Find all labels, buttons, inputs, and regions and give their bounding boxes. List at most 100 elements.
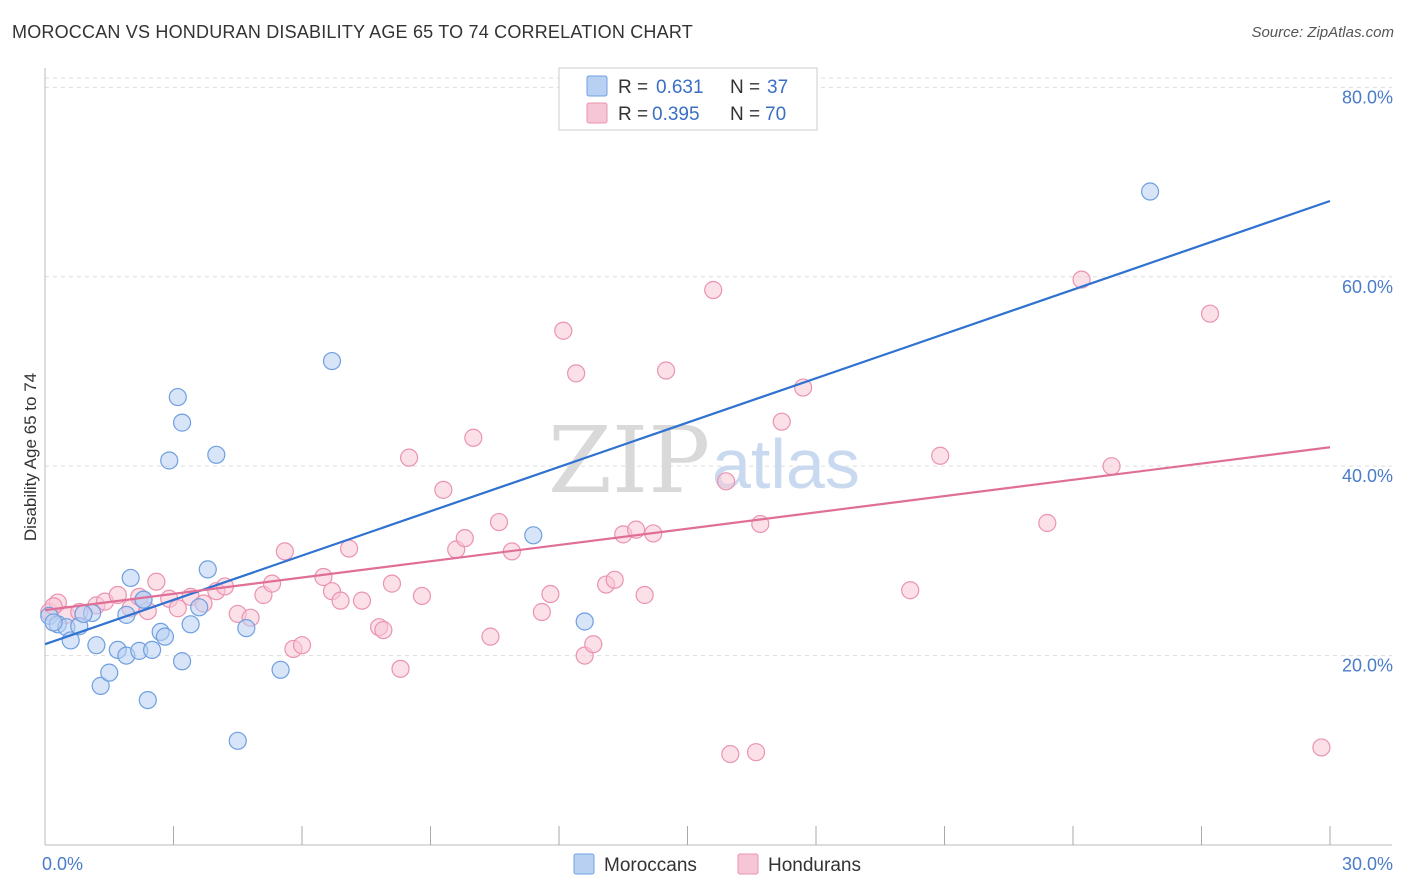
hondurans-point xyxy=(489,512,509,532)
hondurans-point xyxy=(352,591,372,610)
legend-hondurans-label: Hondurans xyxy=(768,855,861,876)
legend-moroccans-label: Moroccans xyxy=(604,855,697,876)
watermark-atlas: atlas xyxy=(712,425,860,503)
hondurans-point xyxy=(399,448,419,467)
hondurans-points xyxy=(40,270,1331,764)
moroccans-point xyxy=(322,351,342,371)
moroccans-point xyxy=(524,526,543,545)
moroccans-point xyxy=(1140,182,1160,201)
hondurans-point xyxy=(481,627,500,646)
grid-lines xyxy=(45,77,1392,657)
hondurans-point xyxy=(704,280,723,300)
legend-stats: R = 0.631 N = 37 R = 0.395 N = 70 xyxy=(558,67,818,131)
hondurans-point xyxy=(772,412,791,431)
hondurans-point xyxy=(391,659,410,678)
moroccans-point xyxy=(142,640,162,660)
legend-r-value: 0.395 xyxy=(652,104,700,125)
moroccans-points xyxy=(40,182,1160,750)
hondurans-point xyxy=(1200,304,1220,323)
moroccans-point xyxy=(228,731,247,750)
moroccans-point xyxy=(44,613,63,632)
moroccans-point xyxy=(87,636,106,655)
hondurans-point xyxy=(412,586,432,606)
hondurans-point xyxy=(292,636,312,655)
hondurans-point xyxy=(746,743,766,762)
x-tick-labels: 0.0% 30.0% xyxy=(42,854,1393,874)
moroccans-point xyxy=(160,451,179,470)
hondurans-point xyxy=(1038,513,1057,533)
hondurans-point xyxy=(567,364,586,383)
moroccans-point xyxy=(155,627,175,646)
hondurans-point xyxy=(541,584,560,604)
y-tick-label: 80.0% xyxy=(1342,87,1393,107)
hondurans-point xyxy=(532,602,551,622)
page-title: MOROCCAN VS HONDURAN DISABILITY AGE 65 T… xyxy=(12,22,693,42)
y-tick-labels: 20.0% 40.0% 60.0% 80.0% xyxy=(1342,87,1393,675)
hondurans-point xyxy=(721,744,740,764)
moroccans-point xyxy=(168,387,187,407)
hondurans-point xyxy=(275,542,294,561)
x-tick-label: 0.0% xyxy=(42,854,83,874)
y-tick-label: 20.0% xyxy=(1342,656,1393,676)
legend-n-value: 37 xyxy=(767,77,788,98)
hondurans-point xyxy=(635,585,654,605)
moroccans-point xyxy=(237,619,256,638)
moroccans-point xyxy=(198,560,217,579)
hondurans-point xyxy=(1312,738,1331,757)
hondurans-point xyxy=(108,585,127,605)
legend-moroccans-swatch xyxy=(586,75,608,97)
hondurans-point xyxy=(434,480,453,499)
trend-lines xyxy=(44,199,1331,646)
legend-moroccans-swatch xyxy=(573,853,595,875)
moroccans-point xyxy=(100,663,119,682)
moroccans-point xyxy=(172,652,192,671)
hondurans-point xyxy=(374,620,393,640)
hondurans-point xyxy=(455,529,474,548)
moroccans-point xyxy=(134,590,153,609)
hondurans-point xyxy=(584,635,603,654)
hondurans-point xyxy=(464,428,483,447)
moroccans-point xyxy=(138,690,157,710)
hondurans-point xyxy=(340,539,359,558)
hondurans-point xyxy=(147,572,166,591)
legend-series: Moroccans Hondurans xyxy=(573,853,861,876)
moroccans-point xyxy=(121,568,140,588)
source-label: Source: ZipAtlas.com xyxy=(1251,24,1394,41)
hondurans-point xyxy=(716,472,736,491)
axes xyxy=(44,68,1392,846)
hondurans-point xyxy=(262,574,282,593)
y-tick-label: 40.0% xyxy=(1342,466,1393,486)
hondurans-point xyxy=(331,591,350,610)
x-tick-label: 30.0% xyxy=(1342,854,1393,874)
y-tick-label: 60.0% xyxy=(1342,277,1393,297)
y-axis-title: Disability Age 65 to 74 xyxy=(21,373,40,541)
legend-r-value: 0.631 xyxy=(656,77,704,98)
moroccans-point xyxy=(91,676,110,695)
hondurans-trend-line xyxy=(44,446,1331,612)
hondurans-point xyxy=(554,321,573,340)
moroccans-point xyxy=(207,445,226,464)
hondurans-point xyxy=(656,361,676,380)
legend-r-label: R = xyxy=(618,77,648,98)
legend-n-value: 70 xyxy=(765,104,786,125)
moroccans-point xyxy=(74,604,93,624)
hondurans-point xyxy=(382,574,402,593)
moroccans-point xyxy=(117,605,136,624)
hondurans-point xyxy=(931,446,950,465)
legend-r-label: R = xyxy=(618,104,648,125)
hondurans-point xyxy=(1072,270,1091,289)
legend-n-label: N = xyxy=(730,104,760,125)
hondurans-point xyxy=(901,581,920,600)
legend-hondurans-swatch xyxy=(586,102,608,124)
moroccans-point xyxy=(181,615,200,634)
moroccans-point xyxy=(172,413,192,432)
hondurans-point xyxy=(168,599,187,618)
moroccans-trend-line xyxy=(44,199,1331,646)
moroccans-point xyxy=(271,660,290,679)
hondurans-point xyxy=(1102,457,1121,476)
watermark: ZIP atlas xyxy=(548,407,860,514)
hondurans-point xyxy=(605,570,624,589)
legend-hondurans-swatch xyxy=(737,853,759,875)
moroccans-point xyxy=(575,612,594,631)
